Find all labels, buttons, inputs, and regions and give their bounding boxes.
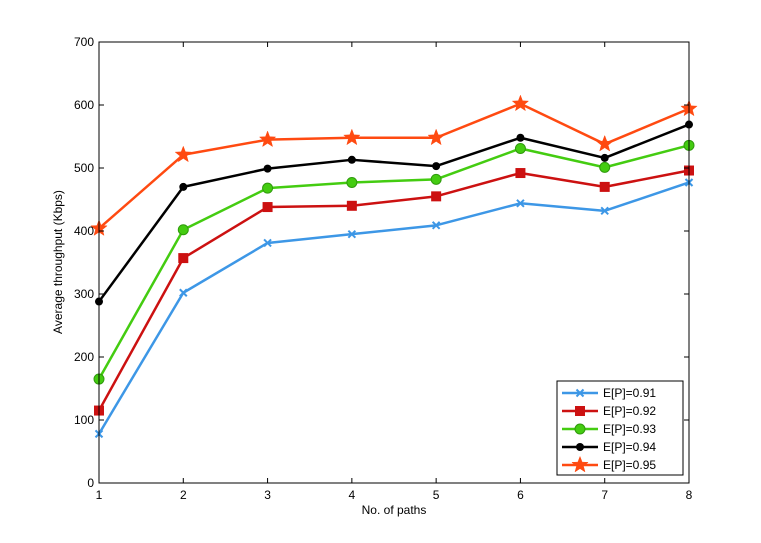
y-axis: 0 100 200 300 400 500 600 700 xyxy=(74,35,689,490)
x-tick-label: 2 xyxy=(180,488,187,502)
x-tick-label: 5 xyxy=(433,488,440,502)
x-tick-label: 3 xyxy=(264,488,271,502)
data-point xyxy=(347,229,357,239)
series-line xyxy=(97,123,690,303)
data-point xyxy=(346,200,357,211)
x-tick-label: 1 xyxy=(96,488,103,502)
series-4 xyxy=(95,120,693,306)
data-point xyxy=(516,199,525,208)
y-tick-label: 300 xyxy=(74,287,94,301)
x-tick-label: 7 xyxy=(601,488,608,502)
legend-marker xyxy=(575,388,585,398)
legend-label: E[P]=0.95 xyxy=(603,458,656,472)
legend-marker xyxy=(575,406,585,416)
legend-label: E[P]=0.93 xyxy=(603,422,656,436)
series-layer xyxy=(90,94,698,439)
legend-entry: E[P]=0.92 xyxy=(562,404,656,418)
legend-marker xyxy=(571,455,589,473)
data-point xyxy=(262,202,273,213)
legend-entry: E[P]=0.93 xyxy=(562,422,656,436)
data-point xyxy=(431,191,442,202)
data-point xyxy=(427,128,445,146)
data-point xyxy=(514,142,526,154)
x-axis-label: No. of paths xyxy=(362,503,427,517)
x-tick-label: 6 xyxy=(517,488,524,502)
legend-marker xyxy=(574,423,586,435)
data-point xyxy=(263,238,272,248)
data-point xyxy=(511,94,530,112)
legend-entry: E[P]=0.94 xyxy=(562,440,656,454)
data-point xyxy=(595,134,614,152)
x-axis: 1 2 3 4 5 6 7 8 xyxy=(96,42,693,502)
data-point xyxy=(258,130,277,148)
legend: E[P]=0.91 E[P]=0.92 E[P]=0.93 E[P]=0.94 E[P]… xyxy=(556,380,684,476)
data-point xyxy=(263,164,272,173)
x-tick-label: 8 xyxy=(686,488,693,502)
data-point xyxy=(599,161,611,173)
data-point xyxy=(347,155,356,164)
series-line xyxy=(97,169,690,412)
data-point xyxy=(346,176,358,188)
legend-label: E[P]=0.91 xyxy=(603,386,656,400)
legend-label: E[P]=0.92 xyxy=(603,404,656,418)
data-point xyxy=(431,221,441,230)
series-line xyxy=(97,181,690,435)
y-tick-label: 100 xyxy=(74,413,94,427)
data-point xyxy=(600,153,609,162)
legend-marker xyxy=(576,443,584,451)
series-line xyxy=(97,144,690,380)
data-point xyxy=(262,182,274,194)
y-tick-label: 500 xyxy=(74,161,94,175)
y-axis-label: Average throughput (Kbps) xyxy=(51,190,65,334)
data-point xyxy=(178,253,189,264)
y-tick-label: 0 xyxy=(87,476,94,490)
data-point xyxy=(177,224,189,236)
plot-frame xyxy=(98,41,690,484)
data-point xyxy=(599,181,610,192)
data-point xyxy=(516,133,525,142)
legend-label: E[P]=0.94 xyxy=(603,440,656,454)
y-tick-label: 600 xyxy=(74,98,94,112)
data-point xyxy=(179,182,188,191)
data-point xyxy=(174,145,193,163)
data-point xyxy=(430,173,442,185)
legend-entry: E[P]=0.91 xyxy=(562,386,656,400)
y-tick-label: 200 xyxy=(74,350,94,364)
y-tick-label: 400 xyxy=(74,224,94,238)
x-tick-label: 4 xyxy=(349,488,356,502)
data-point xyxy=(343,128,361,146)
data-point xyxy=(432,162,441,171)
series-line xyxy=(98,102,690,230)
data-point xyxy=(515,168,526,179)
y-tick-label: 700 xyxy=(74,35,94,49)
data-point xyxy=(600,206,609,216)
legend-entry: E[P]=0.95 xyxy=(562,455,656,473)
data-point xyxy=(179,288,188,297)
series-1 xyxy=(94,178,694,439)
